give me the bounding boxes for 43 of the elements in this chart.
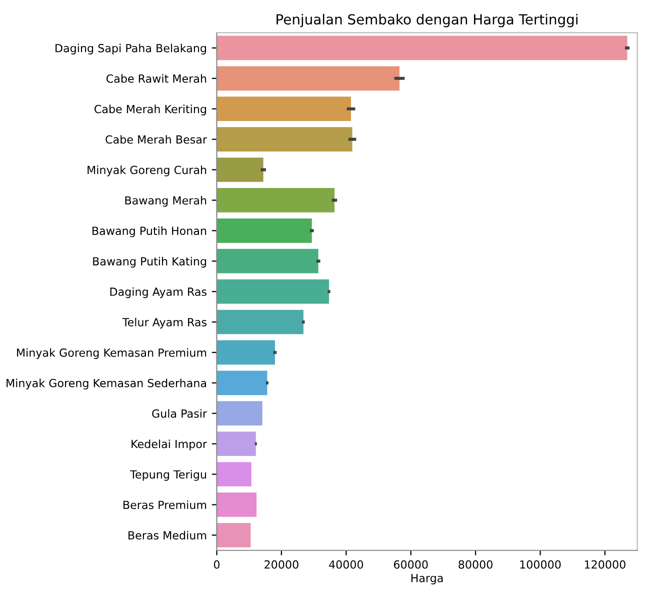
bar [216, 522, 251, 548]
y-tick-label: Beras Premium [124, 500, 206, 510]
x-tick-label: 100000 [520, 560, 561, 569]
bar [216, 127, 352, 152]
y-tick-label: Telur Ayam Ras [122, 318, 206, 329]
y-tick-label: Gula Pasir [152, 409, 208, 418]
bar [216, 462, 252, 486]
x-tick-label: 40000 [329, 560, 364, 569]
y-tick-label: Minyak Goreng Kemasan Premium [17, 348, 206, 359]
bar [216, 66, 400, 91]
x-tick-label: 20000 [264, 560, 298, 569]
y-tick-label: Cabe Merah Besar [106, 135, 208, 144]
x-tick-label: 120000 [584, 560, 626, 569]
y-tick-label: Kedelai Impor [132, 440, 208, 450]
y-tick-label: Cabe Rawit Merah [106, 74, 206, 83]
bar [216, 310, 304, 334]
y-tick-label: Tepung Terigu [130, 470, 206, 481]
bar [216, 158, 264, 182]
y-tick-label: Minyak Goreng Kemasan Sederhana [6, 378, 206, 390]
bar [216, 96, 351, 122]
x-axis-title: Harga [411, 574, 443, 584]
y-tick-label: Bawang Merah [125, 196, 206, 207]
bar [216, 401, 262, 426]
y-tick-label: Bawang Putih Kating [93, 256, 206, 268]
y-tick-label: Cabe Merah Keriting [94, 104, 206, 116]
chart-title: Penjualan Sembako dengan Harga Tertinggi [276, 14, 578, 28]
x-tick-label: 0 [214, 560, 220, 569]
y-tick-label: Bawang Putih Honan [92, 226, 206, 238]
y-tick-label: Daging Sapi Paha Belakang [56, 44, 206, 54]
bar [216, 279, 329, 304]
bar [216, 370, 268, 396]
y-tick-label: Daging Ayam Ras [110, 287, 206, 298]
bar [216, 492, 257, 517]
y-tick-label: Beras Medium [128, 530, 206, 540]
bar [216, 36, 628, 60]
bar [216, 188, 334, 212]
y-tick-label: Minyak Goreng Curah [88, 166, 206, 176]
bar [216, 432, 256, 456]
x-tick-label: 80000 [458, 560, 492, 569]
bar [216, 340, 275, 365]
bar [216, 248, 318, 274]
bar [216, 218, 312, 243]
x-tick-label: 60000 [394, 560, 428, 569]
